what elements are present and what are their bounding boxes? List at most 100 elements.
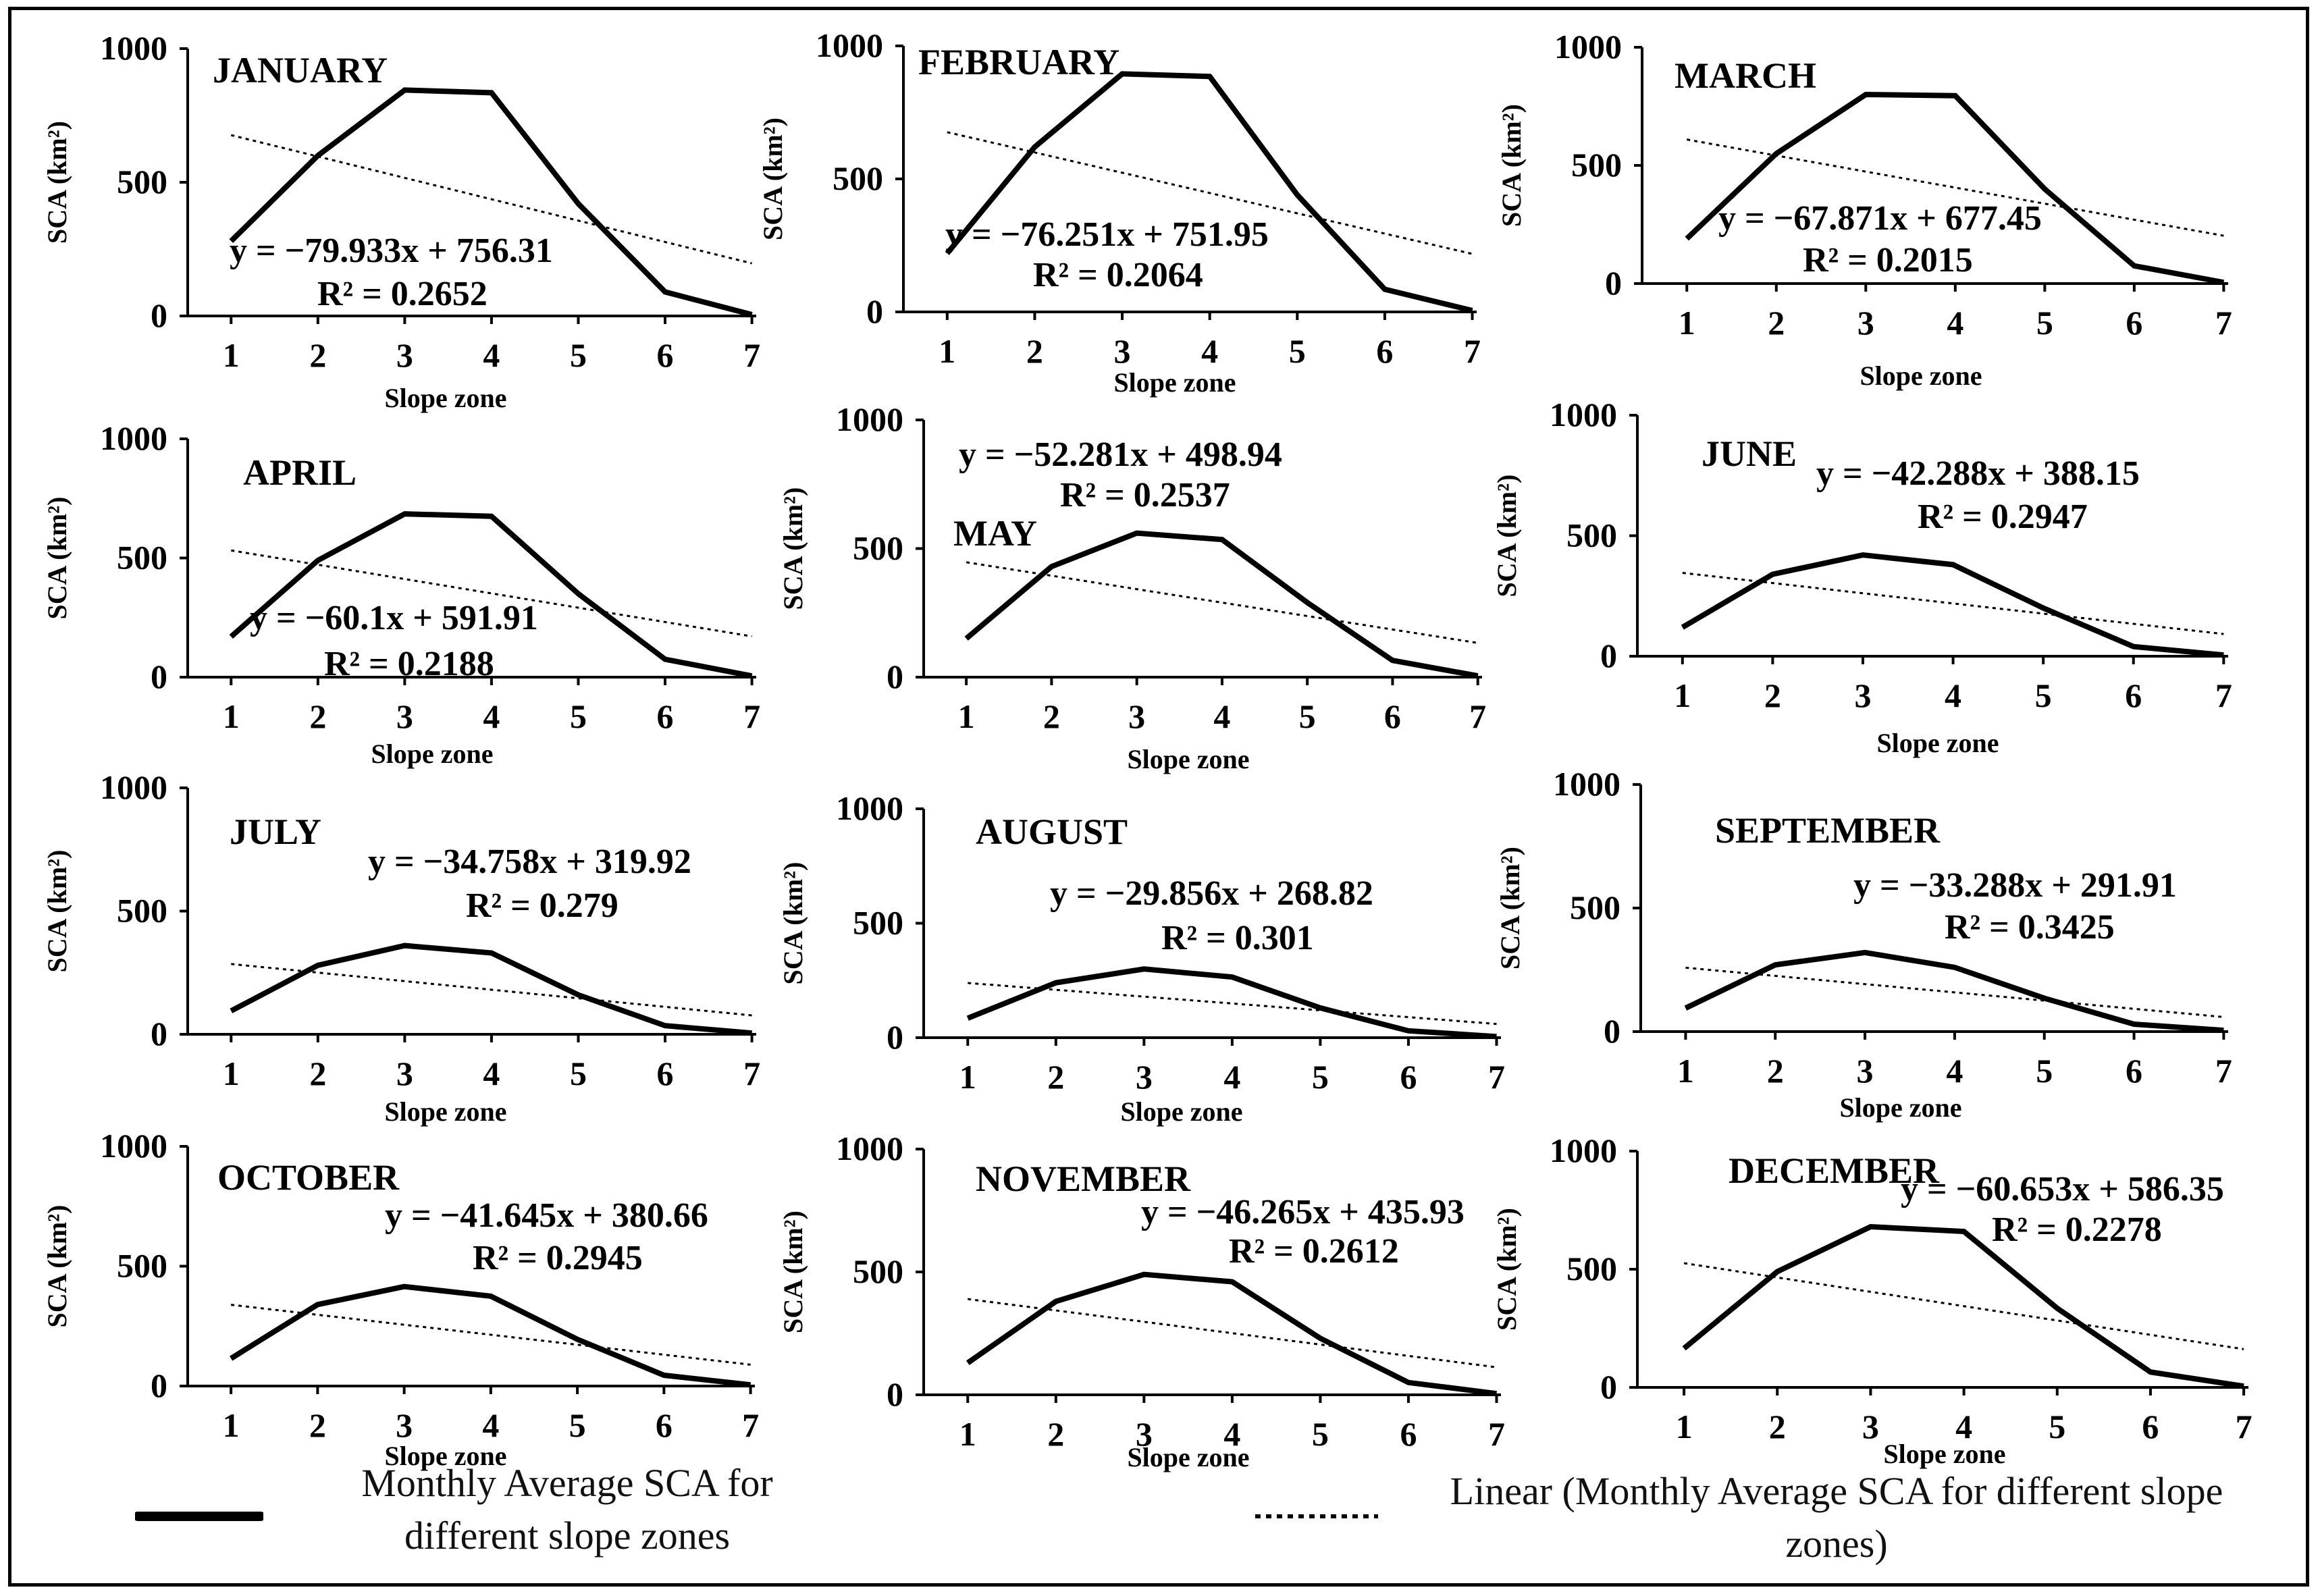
trendline-r2: R² = 0.2537 [1060,476,1230,514]
x-tick-label: 1 [958,697,975,735]
y-tick-label: 500 [117,892,167,930]
y-tick-label: 0 [1600,637,1617,674]
series-line [1682,1223,2244,1389]
x-tick-label: 7 [1464,332,1481,370]
series-line [1685,91,2225,286]
x-tick-label: 4 [482,1406,499,1444]
y-axis-label: SCA (km²) [42,1204,72,1327]
legend-dotted-label: Linear (Monthly Average SCA for differen… [1450,1469,2223,1566]
x-tick-label: 4 [483,697,500,735]
x-tick-label: 7 [2215,1052,2232,1090]
y-tick-label: 500 [117,1247,167,1285]
x-axis-label: Slope zone [384,1441,506,1471]
series-line [229,87,753,317]
y-axis-label: SCA (km²) [1492,1208,1522,1331]
y-tick-label: 0 [887,658,903,695]
chart-title: OCTOBER [217,1157,400,1198]
chart-title: SEPTEMBER [1715,810,1941,851]
y-axis-label: SCA (km²) [778,861,808,984]
series-line [229,511,753,679]
chart-panel-may: 0 500 1000 1 2 3 4 5 6 7 SCA (km²) Slope zone MAY y =… [778,400,1486,774]
trendline [966,561,1478,644]
x-tick-label: 6 [2126,1052,2142,1090]
trendline-equation: y = −76.251x + 751.95 [945,215,1269,254]
series-line [966,1271,1497,1397]
x-tick-label: 3 [396,336,413,374]
y-axis-label: SCA (km²) [42,121,72,244]
x-tick-label: 3 [396,1406,413,1444]
y-tick-label: 1000 [100,1127,167,1165]
y-tick-label: 500 [117,163,167,201]
x-tick-label: 1 [223,697,240,735]
x-tick-label: 1 [959,1058,976,1096]
chart-panel-march: 0 500 1000 1 2 3 4 5 6 7 SCA (km²) Slope zone MARCH y… [1496,28,2232,391]
trendline-equation: y = −79.933x + 756.31 [230,232,553,270]
trendline-equation: y = −34.758x + 319.92 [368,843,691,881]
y-tick-label: 0 [887,1018,903,1056]
y-tick-label: 500 [1571,146,1622,184]
y-axis-label: SCA (km²) [778,487,808,610]
chart-title: DECEMBER [1729,1150,1940,1191]
chart-title: NOVEMBER [976,1159,1191,1199]
trendline-r2: R² = 0.2188 [324,645,494,683]
trendline-r2: R² = 0.2278 [1992,1211,2162,1249]
x-tick-label: 6 [657,1055,674,1092]
legend-solid-label: Monthly Average SCA for different slope … [361,1461,773,1558]
trendline-equation: y = −52.281x + 498.94 [959,435,1282,474]
chart-panel-november: 0 500 1000 1 2 3 4 5 6 7 SCA (km²) Slope zone NOVEMB… [778,1129,1505,1472]
chart-panel-february: 0 500 1000 1 2 3 4 5 6 7 SCA (km²) Slope zone FEBRUA… [758,26,1481,398]
series-line [230,942,752,1036]
x-tick-label: 3 [1128,697,1145,735]
series-line [964,530,1479,679]
x-axis-label: Slope zone [1127,744,1249,774]
x-tick-label: 7 [743,697,760,735]
chart-title: APRIL [243,452,357,493]
legend-dotted-line-icon [1255,1514,1378,1518]
x-tick-label: 4 [483,336,500,374]
series-line [230,1283,752,1388]
x-axis-label: Slope zone [371,739,493,769]
y-tick-label: 500 [853,1252,903,1290]
x-tick-label: 3 [1857,304,1874,342]
y-axis-label: SCA (km²) [42,849,72,972]
x-axis-label: Slope zone [1876,728,1999,758]
trendline-equation: y = −33.288x + 291.91 [1853,866,2177,905]
x-tick-label: 4 [1955,1408,1972,1445]
chart-title: JANUARY [213,50,388,90]
x-tick-label: 2 [1769,1408,1786,1445]
y-tick-label: 500 [1566,516,1617,554]
y-tick-label: 1000 [1553,765,1620,803]
x-tick-label: 5 [1312,1058,1329,1096]
x-tick-label: 2 [1768,304,1785,342]
x-tick-label: 1 [1676,1408,1693,1445]
trendline [230,1304,751,1366]
x-tick-label: 7 [743,336,760,374]
y-tick-label: 0 [151,658,167,695]
y-tick-label: 1000 [100,419,167,457]
x-tick-label: 1 [939,332,955,370]
trendline-r2: R² = 0.3425 [1945,908,2115,947]
y-tick-label: 0 [1600,1368,1617,1406]
x-axis-label: Slope zone [1860,361,1982,391]
x-tick-label: 3 [1136,1058,1153,1096]
x-tick-label: 5 [1289,332,1306,370]
x-axis-label: Slope zone [1113,367,1236,398]
x-tick-label: 5 [569,1406,586,1444]
x-tick-label: 7 [743,1055,760,1092]
y-axis-label: SCA (km²) [778,1211,808,1333]
trendline-r2: R² = 0.2947 [1918,498,2088,536]
legend-solid-line-icon [135,1512,263,1521]
y-tick-label: 1000 [100,29,167,67]
y-tick-label: 1000 [836,1129,903,1167]
x-tick-label: 5 [1312,1415,1329,1453]
x-tick-label: 6 [657,336,674,374]
y-tick-label: 500 [1566,1250,1617,1287]
y-tick-label: 0 [151,296,167,334]
x-tick-label: 3 [1862,1408,1879,1445]
x-tick-label: 4 [1201,332,1218,370]
x-tick-label: 6 [1384,697,1401,735]
x-tick-label: 6 [1400,1058,1417,1096]
x-tick-label: 1 [959,1415,976,1453]
x-tick-label: 3 [1857,1052,1874,1090]
